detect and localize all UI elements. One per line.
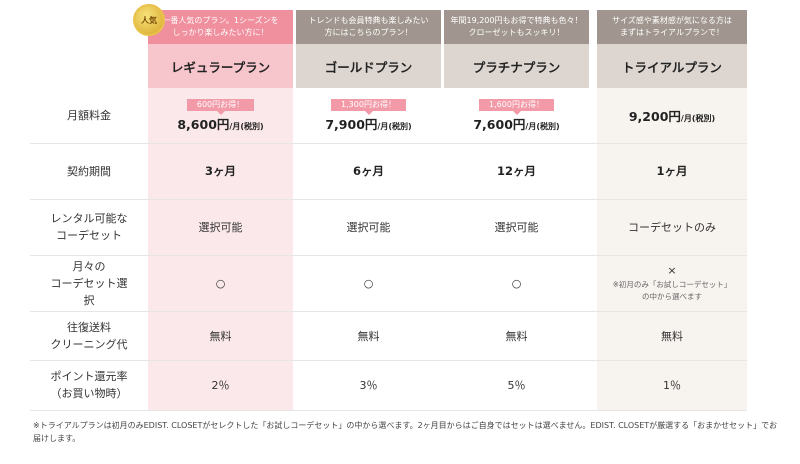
points-cell-trial: 1％ xyxy=(663,379,681,392)
points-cell-regular: 2％ xyxy=(211,379,230,392)
price-value: 7,600円/月(税別) xyxy=(473,114,559,133)
select-cell-platinum: ○ xyxy=(511,276,522,290)
plan-name-regular: レギュラープラン xyxy=(148,44,293,88)
plan-name-platinum: プラチナプラン xyxy=(444,44,589,88)
price-cell-trial: 9,200円/月(税別) xyxy=(597,88,747,143)
price-value: 7,900円/月(税別) xyxy=(325,114,411,133)
rental-cell-trial: コーデセットのみ xyxy=(628,221,716,234)
shipping-cell-platinum: 無料 xyxy=(505,329,528,343)
popular-badge-label: 人気 xyxy=(141,15,157,25)
price-value: 9,200円/月(税別) xyxy=(629,106,715,125)
plan-blurb-gold: トレンドも会員特典も楽しみたい 方にはこちらのプラン！ xyxy=(296,10,441,44)
row-label-points: ポイント還元率 （お買い物時） xyxy=(50,370,128,400)
shipping-cell-trial: 無料 xyxy=(661,329,683,343)
period-cell-trial: 1ヶ月 xyxy=(656,164,688,178)
row-label-price: 月額料金 xyxy=(67,109,111,122)
select-cell-gold: ○ xyxy=(363,276,374,290)
row-label-shipping: 往復送料 クリーニング代 xyxy=(50,320,128,351)
price-cell-regular: 600円お得！ 8,600円/月(税別) xyxy=(148,88,293,143)
plan-blurb-platinum: 年間19,200円もお得で特典も色々！ クローゼットもスッキリ！ xyxy=(444,10,589,44)
rental-cell-regular: 選択可能 xyxy=(198,221,243,234)
cross-mark: × xyxy=(667,263,677,277)
plan-blurb-regular: 一番人気のプラン。1シーズンを しっかり楽しみたい方に！ xyxy=(148,10,293,44)
row-label-period: 契約期間 xyxy=(67,164,111,178)
points-cell-platinum: 5％ xyxy=(507,379,526,392)
price-unit: /月(税別) xyxy=(229,121,264,131)
shipping-cell-gold: 無料 xyxy=(357,329,380,343)
period-cell-gold: 6ヶ月 xyxy=(352,164,384,178)
row-divider xyxy=(30,360,747,361)
select-cell-trial: × ※初月のみ「お試しコーデセット」 の中から選べます xyxy=(597,255,747,311)
row-label-select: 月々の コーデセット選 択 xyxy=(50,259,128,307)
plan-blurb-trial: サイズ感や素材感が気になる方は まずはトライアルプランで！ xyxy=(597,10,747,44)
rental-cell-gold: 選択可能 xyxy=(346,221,391,234)
trial-select-note: ※初月のみ「お試しコーデセット」 の中から選べます xyxy=(612,279,732,301)
price-unit: /月(税別) xyxy=(377,121,412,131)
row-divider xyxy=(30,255,747,256)
row-divider xyxy=(30,311,747,312)
points-cell-gold: 3％ xyxy=(359,379,378,392)
discount-badge: 600円お得！ xyxy=(186,98,255,115)
rental-cell-platinum: 選択可能 xyxy=(494,221,539,234)
price-cell-platinum: 1,600円お得！ 7,600円/月(税別) xyxy=(444,88,589,143)
price-cell-gold: 1,300円お得！ 7,900円/月(税別) xyxy=(296,88,441,143)
discount-badge: 1,600円お得！ xyxy=(479,98,554,115)
price-value: 8,600円/月(税別) xyxy=(177,114,263,133)
period-cell-platinum: 12ヶ月 xyxy=(496,164,536,178)
shipping-cell-regular: 無料 xyxy=(209,329,232,343)
row-divider xyxy=(30,199,747,200)
select-cell-regular: ○ xyxy=(215,276,226,290)
price-amount: 9,200円 xyxy=(628,109,681,124)
trial-column-bg xyxy=(597,88,747,410)
plan-name-trial: トライアルプラン xyxy=(597,44,747,88)
gold-medal-icon: 人気 xyxy=(133,4,165,36)
row-divider xyxy=(30,410,747,411)
price-amount: 7,900円 xyxy=(325,116,378,132)
regular-column-bg xyxy=(148,88,293,410)
row-label-rental: レンタル可能な コーデセット xyxy=(50,212,128,242)
discount-badge: 1,300円お得！ xyxy=(331,98,406,115)
price-unit: /月(税別) xyxy=(525,121,560,131)
price-amount: 7,600円 xyxy=(473,116,526,132)
price-unit: /月(税別) xyxy=(680,114,716,123)
period-cell-regular: 3ヶ月 xyxy=(204,164,236,178)
price-amount: 8,600円 xyxy=(177,116,230,132)
row-divider xyxy=(30,143,747,144)
footnote: ※トライアルプランは初月のみEDIST. CLOSETがセレクトした「お試しコー… xyxy=(33,421,778,443)
plan-name-gold: ゴールドプラン xyxy=(296,44,441,88)
